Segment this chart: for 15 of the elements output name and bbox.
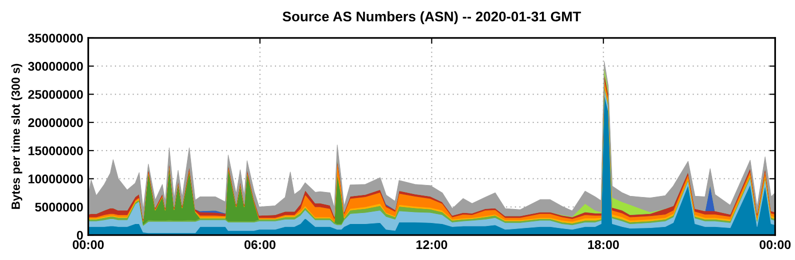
y-axis-title: Bytes per time slot (300 s) <box>11 64 22 209</box>
x-tick-label: 18:00 <box>588 240 619 250</box>
x-tick-label: 00:00 <box>72 240 104 250</box>
y-tick-label: 15000000 <box>28 146 83 156</box>
x-tick-label: 00:00 <box>760 240 791 250</box>
y-tick-label: 0 <box>76 230 83 240</box>
y-tick-label: 5000000 <box>35 202 83 212</box>
y-tick-label: 20000000 <box>28 118 83 128</box>
chart-title: Source AS Numbers (ASN) -- 2020-01-31 GMT <box>282 11 582 24</box>
y-tick-label: 25000000 <box>28 90 83 99</box>
y-tick-label: 10000000 <box>28 174 83 184</box>
x-tick-label: 06:00 <box>244 240 276 250</box>
y-tick-label: 30000000 <box>28 62 83 71</box>
y-tick-label: 35000000 <box>28 34 83 43</box>
x-tick-label: 12:00 <box>416 240 448 250</box>
